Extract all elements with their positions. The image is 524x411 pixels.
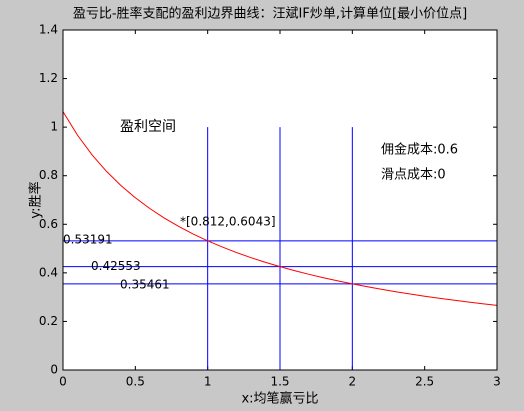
y-tick-label: 1.2 — [39, 71, 58, 85]
horizontal-line-label: 0.53191 — [63, 232, 113, 246]
y-tick-label: 0.6 — [39, 217, 58, 231]
axes-box — [62, 29, 498, 371]
x-tick-label: 2 — [349, 375, 357, 389]
x-tick-label: 0 — [59, 375, 67, 389]
x-tick-label: 1 — [204, 375, 212, 389]
y-axis-label: y:胜率 — [28, 181, 44, 218]
y-tick-label: 0.2 — [39, 314, 58, 328]
annotation: 滑点成本:0 — [381, 168, 446, 183]
y-tick-label: 0.4 — [39, 265, 58, 279]
curve — [62, 111, 498, 306]
x-tick-label: 2.5 — [415, 375, 434, 389]
x-tick-label: 1.5 — [270, 375, 289, 389]
y-tick-label: 0 — [50, 363, 58, 377]
y-tick-label: 0.8 — [39, 168, 58, 182]
y-tick-label: 1.4 — [39, 23, 58, 37]
horizontal-line-label: 0.35461 — [120, 277, 170, 291]
y-tick-label: 1 — [50, 120, 58, 134]
chart-title: 盈亏比-胜率支配的盈利边界曲线：汪斌IF炒单,计算单位[最小价位点] — [73, 6, 467, 22]
x-tick-label: 0.5 — [126, 375, 145, 389]
x-axis-label: x:均笔赢亏比 — [241, 391, 318, 407]
annotation: 佣金成本:0.6 — [381, 142, 458, 158]
annotation: 盈利空间 — [120, 119, 176, 135]
x-tick-label: 3 — [493, 375, 501, 389]
horizontal-line-label: 0.42553 — [91, 259, 141, 273]
annotation: *[0.812,0.6043] — [180, 215, 276, 229]
